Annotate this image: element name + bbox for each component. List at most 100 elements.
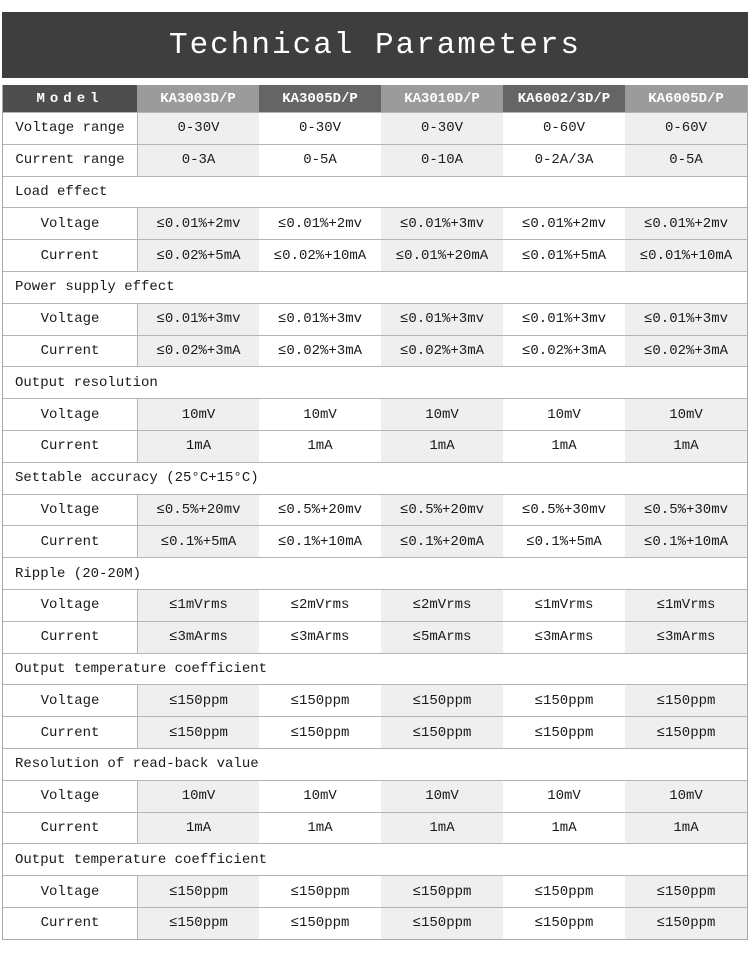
- cell-value: ≤0.02%+5mA: [137, 240, 259, 271]
- row-label: Current: [40, 438, 100, 455]
- cell-value: ≤0.02%+3mA: [137, 335, 259, 367]
- cell-value: 0-30V: [381, 113, 503, 144]
- cell-value: 10mV: [137, 780, 259, 812]
- cell-value: ≤3mArms: [503, 621, 625, 653]
- cell-value: ≤0.02%+3mA: [503, 335, 625, 367]
- cell-value: ≤0.5%+30mv: [503, 494, 625, 526]
- cell-value: ≤0.01%+3mv: [381, 208, 503, 240]
- cell-value: ≤0.5%+20mv: [137, 494, 259, 526]
- table-row-current-range: Current range 0-3A 0-5A 0-10A 0-2A/3A 0-…: [3, 143, 747, 176]
- cell-value: ≤0.02%+10mA: [259, 240, 381, 271]
- row-label: Current: [40, 819, 100, 836]
- cell-value: 10mV: [137, 399, 259, 430]
- cell-value: ≤150ppm: [259, 907, 381, 939]
- cell-value: ≤150ppm: [137, 876, 259, 907]
- column-header-ka3010: KA3010D/P: [381, 85, 503, 112]
- cell-value: ≤150ppm: [137, 907, 259, 939]
- cell-value: ≤150ppm: [259, 717, 381, 748]
- cell-value: 0-10A: [381, 144, 503, 176]
- cell-value: 0-30V: [137, 113, 259, 144]
- table-row-voltage-range: Voltage range 0-30V 0-30V 0-30V 0-60V 0-…: [3, 112, 747, 144]
- row-label: Voltage: [40, 311, 100, 328]
- cell-value: ≤1mVrms: [503, 589, 625, 621]
- cell-value: 1mA: [137, 430, 259, 462]
- section-row-output-resolution: Output resolution: [3, 366, 747, 399]
- table-row: Current ≤150ppm ≤150ppm ≤150ppm ≤150ppm …: [3, 716, 747, 748]
- section-label: Output resolution: [15, 374, 158, 391]
- section-label: Load effect: [15, 183, 108, 200]
- cell-value: ≤1mVrms: [625, 589, 747, 621]
- cell-value: ≤0.01%+2mv: [137, 208, 259, 240]
- cell-value: ≤0.5%+30mv: [625, 494, 747, 526]
- table-row: Current ≤150ppm ≤150ppm ≤150ppm ≤150ppm …: [3, 906, 747, 939]
- title-bar: Technical Parameters: [2, 12, 748, 78]
- row-label: Current: [40, 629, 100, 646]
- cell-value: ≤150ppm: [625, 685, 747, 717]
- cell-value: 0-5A: [625, 144, 747, 176]
- cell-value: ≤150ppm: [137, 717, 259, 748]
- row-label: Voltage: [40, 883, 100, 900]
- cell-value: 10mV: [503, 399, 625, 430]
- cell-value: 0-5A: [259, 144, 381, 176]
- cell-value: ≤2mVrms: [259, 589, 381, 621]
- cell-value: ≤3mArms: [259, 621, 381, 653]
- cell-value: 1mA: [625, 812, 747, 844]
- cell-value: 1mA: [259, 430, 381, 462]
- cell-value: 10mV: [381, 780, 503, 812]
- table-header-row: Model KA3003D/P KA3005D/P KA3010D/P KA60…: [3, 85, 747, 112]
- table-row: Current ≤3mArms ≤3mArms ≤5mArms ≤3mArms …: [3, 620, 747, 653]
- cell-value: ≤0.1%+5mA: [503, 526, 625, 558]
- table-row: Current 1mA 1mA 1mA 1mA 1mA: [3, 811, 747, 844]
- row-label: Voltage: [40, 501, 100, 518]
- cell-value: ≤0.1%+10mA: [625, 526, 747, 558]
- cell-value: 1mA: [625, 430, 747, 462]
- table-row: Current 1mA 1mA 1mA 1mA 1mA: [3, 429, 747, 462]
- cell-value: ≤2mVrms: [381, 589, 503, 621]
- table-row: Voltage 10mV 10mV 10mV 10mV 10mV: [3, 779, 747, 812]
- section-row-readback-resolution: Resolution of read-back value: [3, 747, 747, 780]
- table-row: Voltage ≤1mVrms ≤2mVrms ≤2mVrms ≤1mVrms …: [3, 588, 747, 621]
- cell-value: ≤5mArms: [381, 621, 503, 653]
- section-label: Resolution of read-back value: [15, 756, 259, 773]
- cell-value: 10mV: [625, 399, 747, 430]
- section-label: Output temperature coefficient: [15, 851, 268, 868]
- cell-value: ≤0.02%+3mA: [381, 335, 503, 367]
- cell-value: ≤3mArms: [625, 621, 747, 653]
- cell-value: 1mA: [381, 430, 503, 462]
- cell-value: ≤0.02%+3mA: [625, 335, 747, 367]
- cell-value: ≤150ppm: [625, 907, 747, 939]
- table-row: Current ≤0.02%+5mA ≤0.02%+10mA ≤0.01%+20…: [3, 239, 747, 271]
- cell-value: 1mA: [259, 812, 381, 844]
- column-header-ka3003: KA3003D/P: [137, 85, 259, 112]
- section-row-output-temp-coefficient-2: Output temperature coefficient: [3, 843, 747, 876]
- table-row: Voltage 10mV 10mV 10mV 10mV 10mV: [3, 398, 747, 430]
- row-label: Voltage: [40, 692, 100, 709]
- spec-table: Model KA3003D/P KA3005D/P KA3010D/P KA60…: [2, 85, 748, 940]
- row-label: Current: [40, 342, 100, 359]
- cell-value: ≤0.01%+3mv: [381, 303, 503, 335]
- cell-value: 1mA: [137, 812, 259, 844]
- cell-value: ≤0.5%+20mv: [259, 494, 381, 526]
- cell-value: ≤0.1%+10mA: [259, 526, 381, 558]
- table-row: Voltage ≤150ppm ≤150ppm ≤150ppm ≤150ppm …: [3, 875, 747, 907]
- row-label: Voltage: [40, 406, 100, 423]
- table-row: Current ≤0.1%+5mA ≤0.1%+10mA ≤0.1%+20mA …: [3, 525, 747, 558]
- section-label: Power supply effect: [15, 279, 175, 296]
- cell-value: ≤150ppm: [381, 717, 503, 748]
- section-label: Settable accuracy (25°C+15°C): [15, 470, 259, 487]
- cell-value: ≤3mArms: [137, 621, 259, 653]
- cell-value: ≤0.01%+20mA: [381, 240, 503, 271]
- cell-value: ≤150ppm: [625, 717, 747, 748]
- cell-value: ≤150ppm: [503, 876, 625, 907]
- cell-value: ≤0.01%+3mv: [503, 303, 625, 335]
- section-row-settable-accuracy: Settable accuracy (25°C+15°C): [3, 461, 747, 494]
- row-label: Current: [40, 724, 100, 741]
- table-row: Voltage ≤150ppm ≤150ppm ≤150ppm ≤150ppm …: [3, 684, 747, 717]
- cell-value: ≤0.1%+20mA: [381, 526, 503, 558]
- table-row: Current ≤0.02%+3mA ≤0.02%+3mA ≤0.02%+3mA…: [3, 334, 747, 367]
- cell-value: ≤150ppm: [137, 685, 259, 717]
- column-header-ka3005: KA3005D/P: [259, 85, 381, 112]
- table-row: Voltage ≤0.01%+3mv ≤0.01%+3mv ≤0.01%+3mv…: [3, 302, 747, 335]
- row-label: Current: [40, 533, 100, 550]
- cell-value: 0-3A: [137, 144, 259, 176]
